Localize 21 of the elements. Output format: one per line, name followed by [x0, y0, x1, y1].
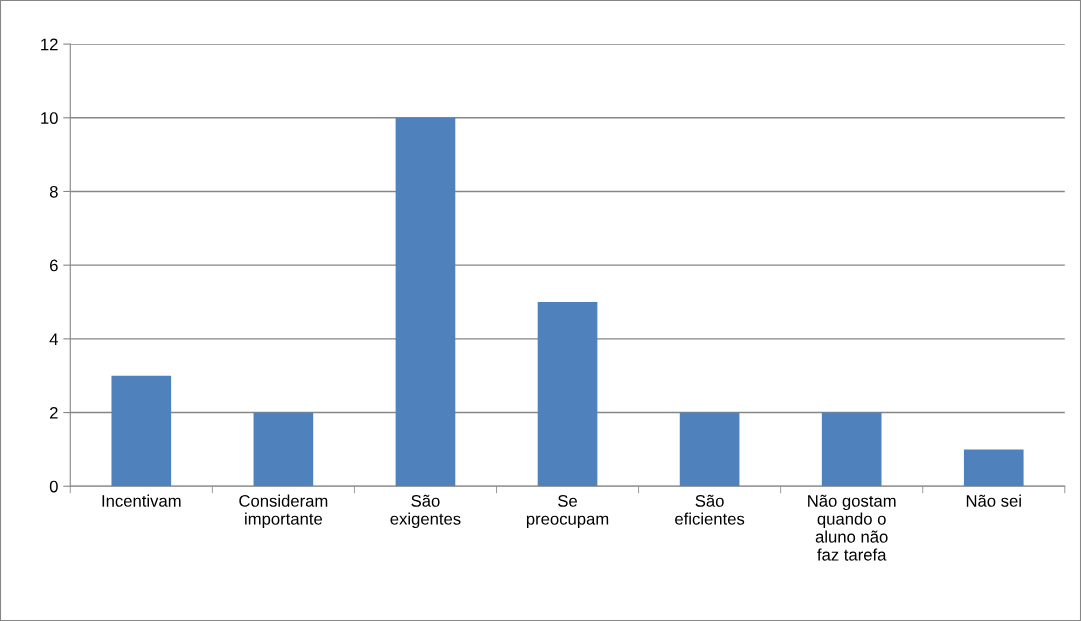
y-tick-label: 8	[49, 185, 58, 198]
bar	[253, 412, 314, 487]
x-tick-label: São eficientes	[675, 494, 745, 525]
y-tick-label: 12	[41, 38, 58, 51]
bar	[821, 412, 882, 487]
y-tick-label: 4	[49, 333, 58, 345]
x-tick-label: Incentivam	[102, 494, 181, 507]
y-tick-label: 10	[41, 112, 58, 124]
y-tick-label: 2	[50, 406, 58, 419]
bar	[537, 302, 598, 487]
x-tick-label: Não gostam quando o aluno não faz tarefa	[808, 494, 896, 561]
x-tick-label: Consideram importante	[239, 494, 328, 529]
y-tick-label: 0	[49, 480, 58, 493]
bar	[395, 117, 456, 487]
bar	[679, 412, 740, 487]
x-tick-label: São exigentes	[390, 494, 461, 529]
bar	[111, 375, 172, 487]
y-tick-label: 6	[50, 259, 58, 272]
x-tick-label: Se preocupam	[526, 495, 609, 529]
x-tick-label: Não sei	[966, 494, 1021, 507]
bar	[963, 449, 1024, 487]
